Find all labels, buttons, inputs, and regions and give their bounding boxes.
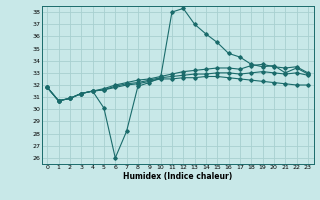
X-axis label: Humidex (Indice chaleur): Humidex (Indice chaleur) — [123, 172, 232, 181]
